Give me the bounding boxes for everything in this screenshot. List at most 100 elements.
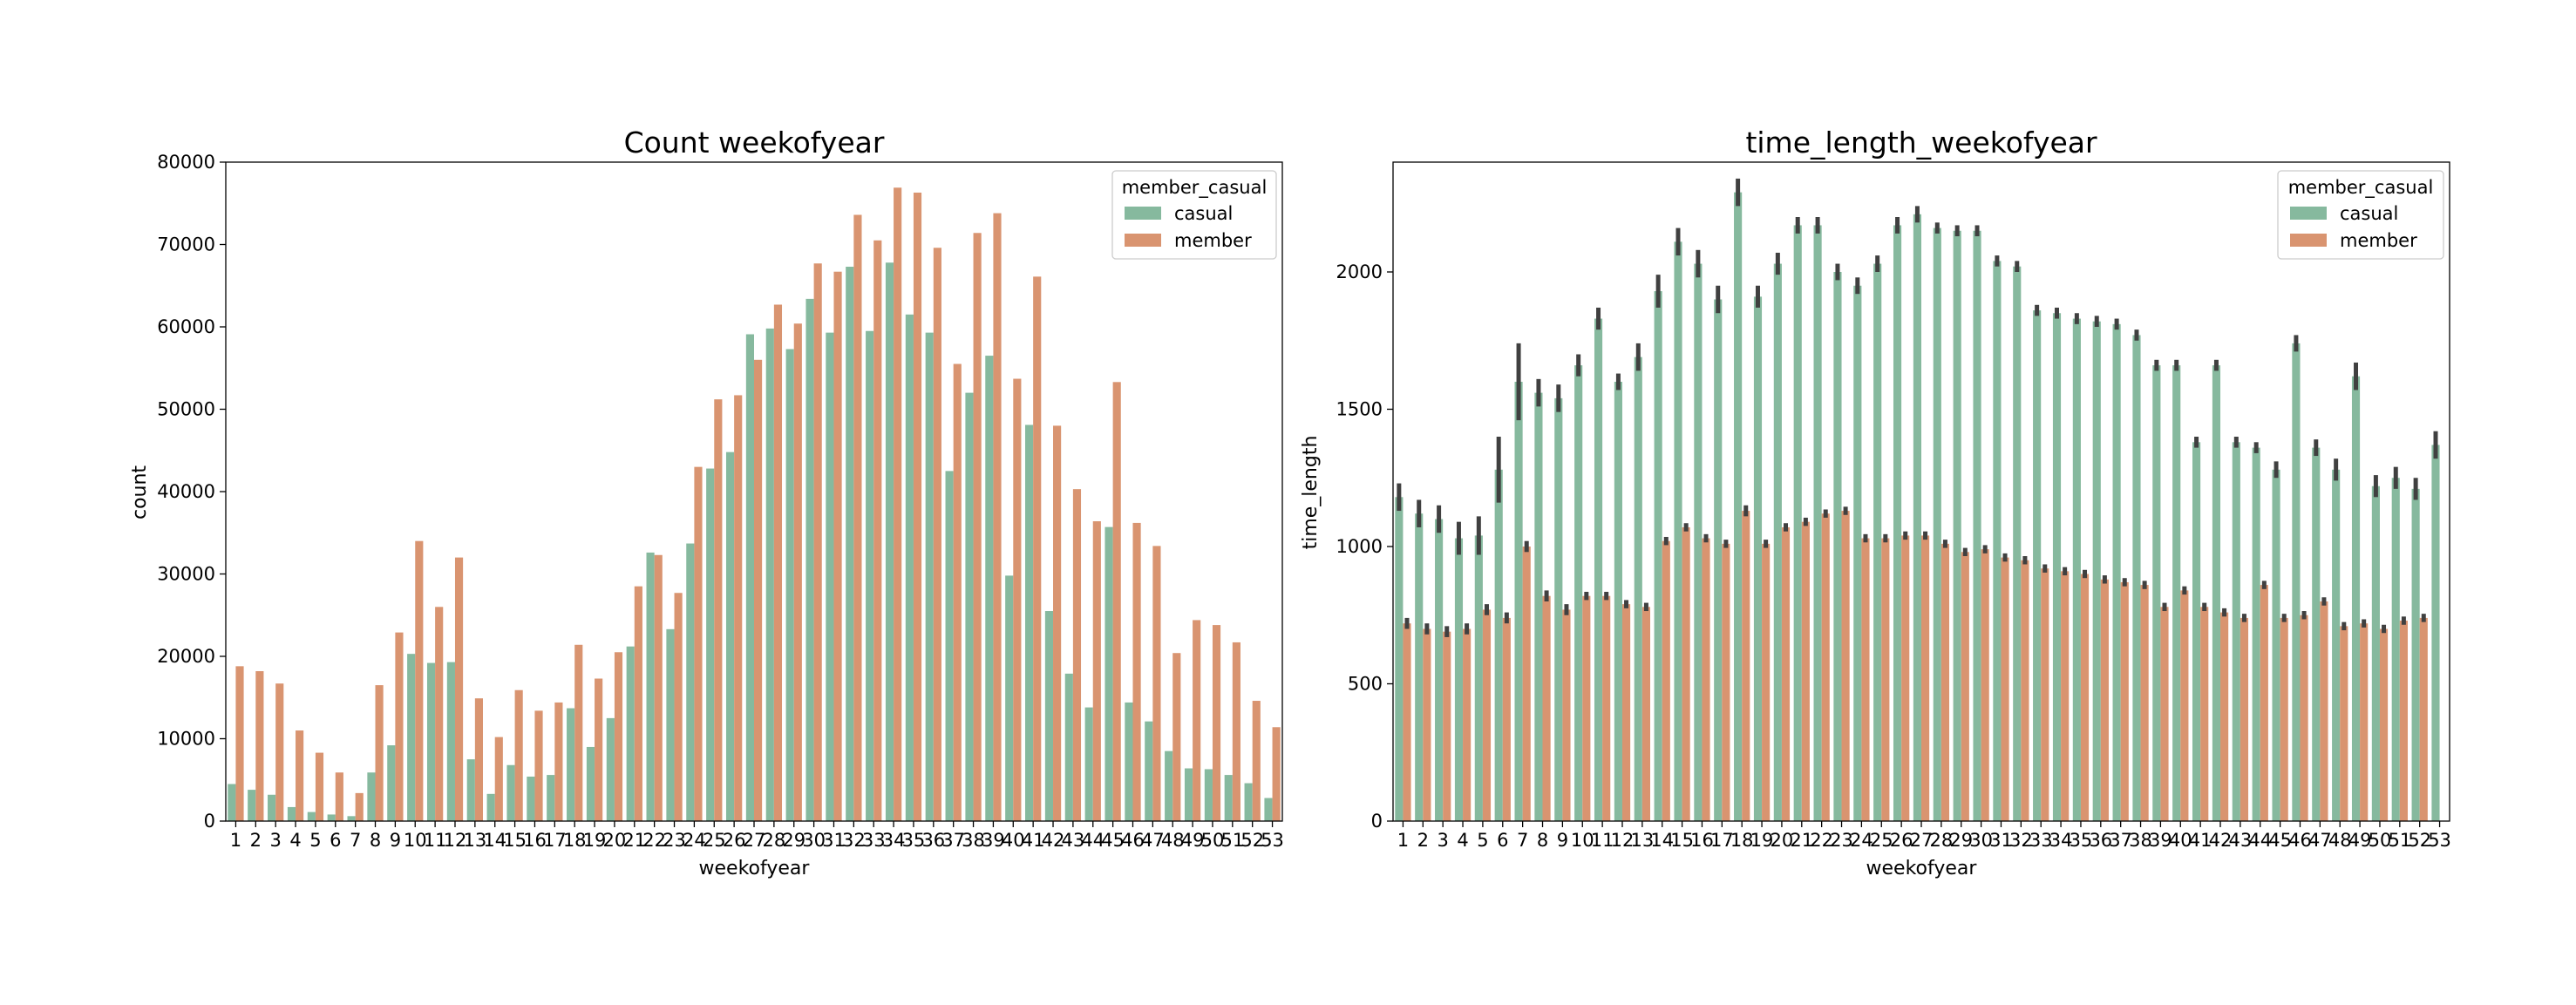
- x-tick-label: 19: [1750, 830, 1774, 851]
- bar-casual-32: [2013, 266, 2022, 821]
- y-axis-label: time_length: [1300, 436, 1322, 550]
- x-tick-label: 46: [1121, 830, 1145, 851]
- x-tick-label: 33: [862, 830, 886, 851]
- bar-member-45: [1112, 382, 1121, 821]
- legend-title: member_casual: [2288, 177, 2434, 199]
- bar-member-16: [534, 710, 543, 821]
- legend-title: member_casual: [1122, 177, 1268, 199]
- bar-member-46: [1132, 522, 1141, 821]
- x-tick-label: 51: [2388, 830, 2411, 851]
- bar-casual-7: [1514, 382, 1523, 821]
- bar-member-11: [435, 607, 444, 821]
- bar-casual-48: [1165, 750, 1173, 821]
- bar-casual-41: [2192, 442, 2201, 821]
- bar-casual-46: [1125, 702, 1133, 821]
- bar-member-33: [873, 240, 882, 821]
- bar-casual-28: [1933, 227, 1941, 822]
- bar-group: [1395, 178, 2440, 822]
- plot-frame: [225, 161, 1283, 822]
- bar-casual-48: [2332, 469, 2341, 821]
- bar-member-4: [1463, 628, 1472, 821]
- bar-casual-13: [466, 759, 475, 822]
- bar-casual-1: [1395, 497, 1404, 821]
- x-tick-label: 49: [2348, 830, 2372, 851]
- bar-casual-6: [327, 814, 336, 821]
- bar-member-45: [2280, 617, 2288, 821]
- y-tick-label: 10000: [157, 729, 215, 750]
- x-tick-label: 28: [763, 830, 786, 851]
- bar-casual-36: [925, 332, 934, 821]
- bar-casual-2: [248, 790, 256, 821]
- bar-member-27: [754, 359, 763, 821]
- bar-casual-14: [1654, 291, 1662, 821]
- bar-member-42: [1053, 425, 1062, 821]
- bar-member-47: [1152, 546, 1161, 821]
- bar-member-12: [1621, 604, 1631, 821]
- x-tick-label: 7: [1517, 830, 1528, 851]
- bar-casual-31: [1993, 261, 2002, 821]
- y-tick-label: 0: [204, 811, 215, 832]
- bar-casual-25: [1873, 263, 1882, 821]
- bar-member-33: [2041, 568, 2049, 821]
- x-tick-label: 34: [882, 830, 906, 851]
- bar-casual-30: [805, 298, 814, 821]
- x-tick-label: 18: [1730, 830, 1754, 851]
- x-tick-label: 25: [1870, 830, 1893, 851]
- x-tick-label: 53: [2428, 830, 2451, 851]
- bar-member-37: [953, 363, 962, 821]
- bar-casual-53: [2431, 445, 2440, 821]
- x-tick-label: 5: [1477, 830, 1488, 851]
- bar-casual-45: [1104, 526, 1113, 821]
- bar-casual-22: [1813, 225, 1822, 821]
- x-tick-label: 26: [1890, 830, 1913, 851]
- bar-casual-47: [2312, 447, 2321, 821]
- bar-casual-20: [606, 717, 615, 822]
- y-tick-label: 500: [1348, 674, 1383, 695]
- bar-casual-40: [1005, 575, 1014, 821]
- bar-member-41: [1033, 276, 1042, 821]
- x-tick-label: 41: [2189, 830, 2212, 851]
- bar-member-2: [255, 671, 264, 821]
- bar-member-30: [813, 263, 822, 821]
- x-tick-label: 31: [1989, 830, 2013, 851]
- y-tick-label: 70000: [157, 234, 215, 255]
- bar-casual-19: [586, 746, 595, 821]
- bar-casual-9: [1554, 397, 1563, 821]
- x-tick-label: 40: [1002, 830, 1025, 851]
- bar-casual-46: [2292, 343, 2301, 821]
- x-tick-label: 43: [2229, 830, 2253, 851]
- x-tick-label: 9: [390, 830, 401, 851]
- bar-member-32: [853, 214, 862, 822]
- bar-member-22: [1821, 513, 1830, 821]
- bar-casual-16: [1694, 263, 1703, 821]
- bar-casual-45: [2272, 469, 2280, 821]
- bar-casual-52: [2411, 488, 2420, 821]
- x-tick-label: 4: [1457, 830, 1468, 851]
- bar-casual-5: [1474, 535, 1483, 821]
- x-tick-label: 38: [2129, 830, 2152, 851]
- bar-casual-3: [268, 794, 276, 821]
- bar-casual-44: [1084, 707, 1093, 821]
- x-tick-label: 47: [2308, 830, 2332, 851]
- bar-casual-17: [1714, 299, 1723, 821]
- bar-member-21: [634, 586, 642, 821]
- bar-casual-43: [2232, 442, 2240, 821]
- bar-casual-1: [228, 784, 236, 821]
- bar-member-44: [1092, 521, 1101, 821]
- y-tick-label: 80000: [157, 152, 215, 173]
- x-tick-label: 36: [921, 830, 945, 851]
- x-tick-label: 53: [1261, 830, 1284, 851]
- chart-title: time_length_weekofyear: [1745, 126, 2097, 160]
- bar-member-40: [2180, 590, 2189, 821]
- legend-swatch-member: [1125, 234, 1161, 247]
- bar-casual-6: [1494, 469, 1503, 821]
- bar-casual-26: [725, 452, 735, 821]
- bar-casual-51: [2391, 478, 2400, 821]
- bar-member-4: [296, 730, 304, 821]
- bar-member-35: [913, 192, 922, 822]
- bar-member-21: [1801, 521, 1810, 821]
- x-tick-label: 21: [1790, 830, 1813, 851]
- x-tick-label: 28: [1930, 830, 1954, 851]
- bar-casual-42: [2212, 365, 2221, 822]
- x-tick-label: 16: [1690, 830, 1714, 851]
